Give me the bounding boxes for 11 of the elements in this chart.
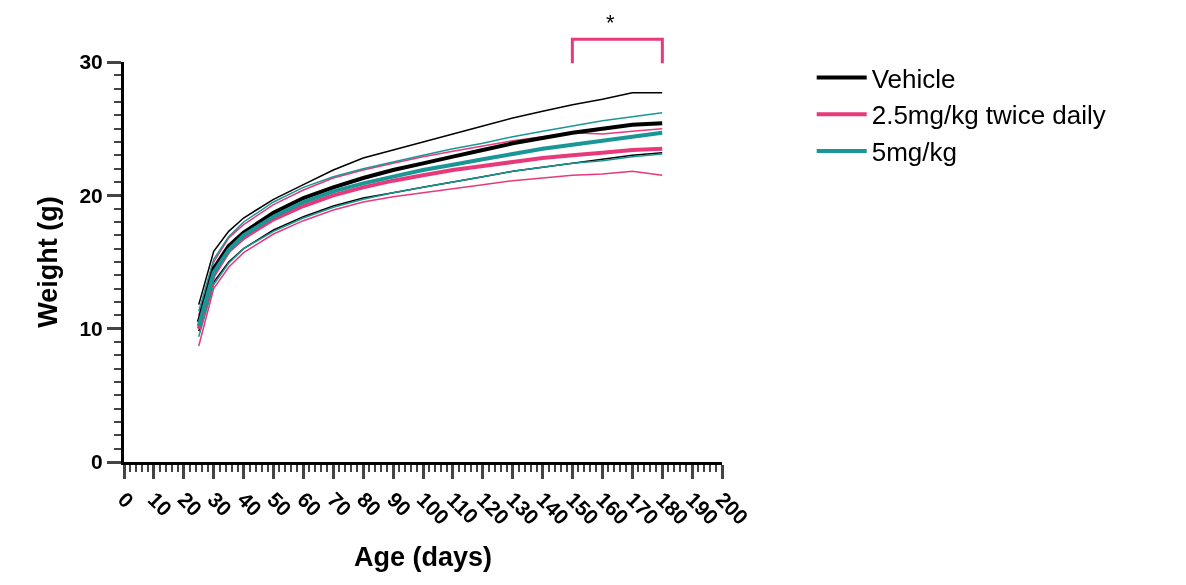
legend-label: 2.5mg/kg twice daily [871,100,1106,131]
y-tick-label: 10 [79,317,103,341]
x-tick-label: 0 [113,487,139,513]
y-tick-label: 30 [79,50,103,74]
x-axis-title: Age (days) [353,542,493,573]
legend-label: Vehicle [871,63,956,94]
y-tick-label: 20 [79,183,103,207]
y-tick-label: 0 [91,450,103,474]
text: * [606,10,615,35]
legend-label: 5mg/kg [871,137,957,168]
y-axis-title: Weight (g) [33,196,64,328]
